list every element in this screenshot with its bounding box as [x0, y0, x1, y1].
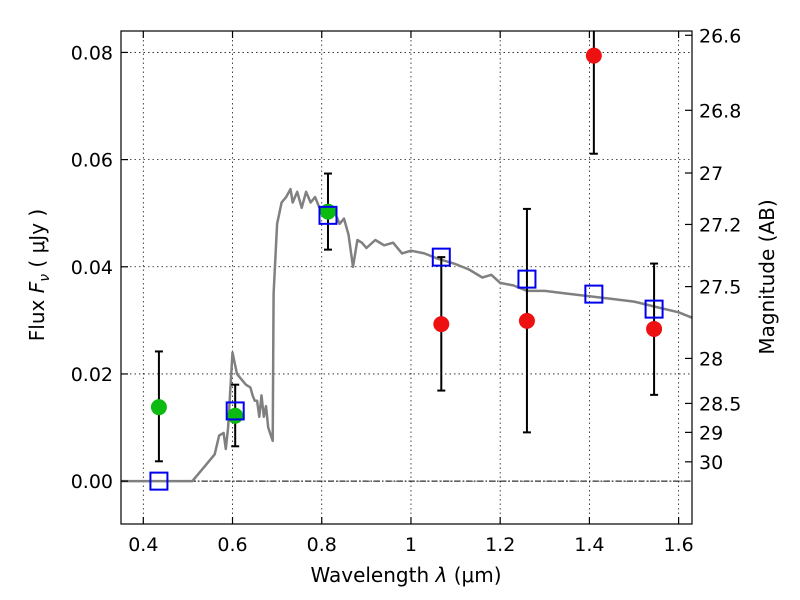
mag-tick-label: 26.8 [699, 100, 741, 122]
axis-ticks [121, 31, 692, 524]
model-point-square [225, 401, 245, 421]
x-tick-label: 0.8 [307, 534, 337, 556]
model-point-square [318, 205, 338, 225]
error-bars [154, 31, 659, 463]
model-point-square [431, 247, 451, 267]
x-tick-label: 0.6 [217, 534, 247, 556]
mag-tick-label: 27.2 [699, 214, 741, 236]
x-axis-title: Wavelength λ (μm) [310, 563, 501, 587]
mag-tick-label: 28 [699, 348, 723, 370]
grid-lines [121, 31, 692, 524]
model-sed-curve [121, 187, 693, 483]
x-tick-label: 1.2 [485, 534, 515, 556]
data-markers [149, 47, 664, 491]
y2-axis-title: Magnitude (AB) [755, 199, 779, 354]
model-point-square [584, 284, 604, 304]
x-tick-label: 1 [405, 534, 417, 556]
model-sed-line [121, 187, 693, 483]
mag-tick-label: 28.5 [699, 393, 741, 415]
mag-tick-label: 26.6 [699, 25, 741, 47]
data-point-circle [227, 407, 244, 424]
mag-tick-label: 30 [699, 452, 723, 474]
data-point-circle [646, 320, 663, 337]
data-point-circle [585, 47, 602, 64]
data-point-circle [433, 316, 450, 333]
x-tick-label: 0.4 [128, 534, 158, 556]
x-tick-label: 1.4 [574, 534, 604, 556]
model-point-square [644, 299, 664, 319]
x-tick-label: 1.6 [664, 534, 694, 556]
model-point-square [149, 471, 169, 491]
mag-tick-label: 27 [699, 163, 723, 185]
y-tick-label: 0.08 [71, 42, 113, 64]
model-point-square [517, 269, 537, 289]
data-point-circle [518, 312, 535, 329]
mag-tick-label: 27.5 [699, 277, 741, 299]
y-tick-label: 0.04 [71, 257, 113, 279]
y-tick-label: 0.06 [71, 150, 113, 172]
plot-frame [120, 30, 693, 525]
data-point-circle [150, 399, 167, 416]
y-tick-label: 0.02 [71, 364, 113, 386]
tick-labels: 0.4 0.6 0.8 1 1.2 1.4 1.6 0.00 0.02 0.04 0.06 0.08 2… [71, 25, 742, 556]
y-tick-label: 0.00 [71, 471, 113, 493]
y-axis-title: Flux Fν ( μJy ) [25, 209, 53, 341]
mag-tick-label: 29 [699, 422, 723, 444]
